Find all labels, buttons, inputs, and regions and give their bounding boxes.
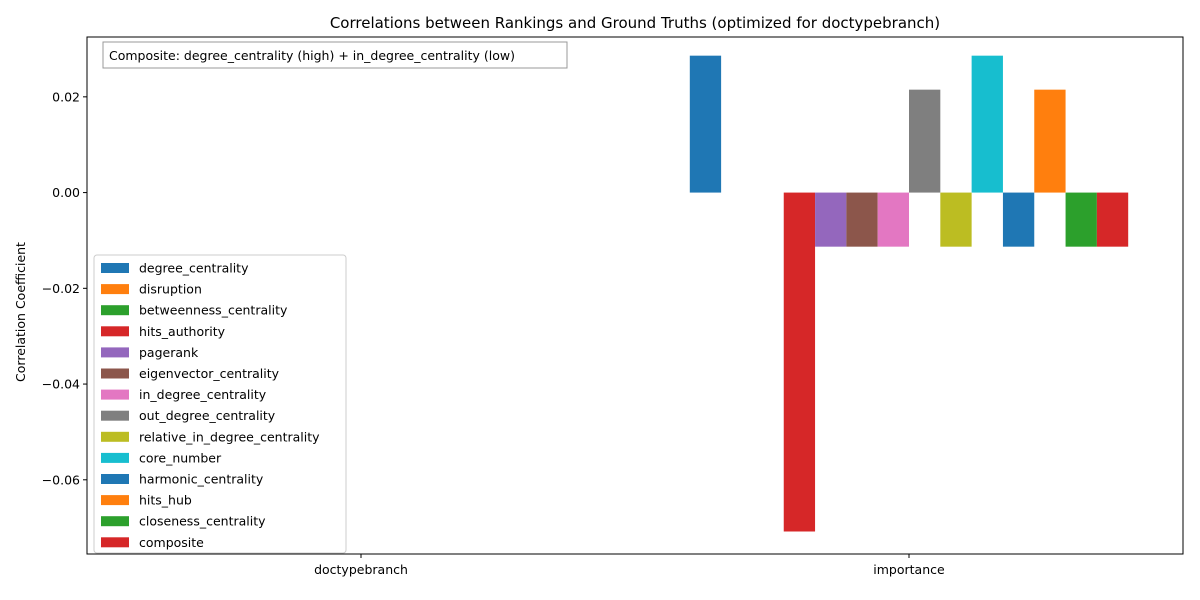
y-tick-label: −0.06 [42, 472, 80, 487]
legend-swatch-pagerank [101, 347, 129, 358]
y-axis-ticks: 0.02 0.00 −0.02 −0.04 −0.06 [42, 89, 87, 487]
legend-swatch-hits_hub [101, 495, 129, 506]
legend-swatch-hits_authority [101, 326, 129, 337]
legend-label-degree_centrality: degree_centrality [139, 261, 249, 276]
bar-in_degree_centrality-importance [877, 192, 909, 247]
annotation-text: Composite: degree_centrality (high) + in… [109, 48, 515, 63]
legend-frame [93, 254, 347, 554]
x-axis-ticks: doctypebranch importance [314, 554, 945, 577]
plot-frame [86, 36, 1184, 555]
legend-label-eigenvector_centrality: eigenvector_centrality [139, 366, 280, 381]
legend-swatch-eigenvector_centrality [101, 368, 129, 379]
bar-core_number-importance [971, 55, 1003, 193]
annotation-frame [102, 41, 568, 69]
x-tick-label: importance [873, 562, 945, 577]
bar-harmonic_centrality-importance [1002, 192, 1035, 247]
legend-swatch-harmonic_centrality [101, 474, 129, 484]
bar-out_degree_centrality-importance [909, 89, 941, 193]
legend-swatch-core_number [101, 452, 129, 463]
bar-closeness_centrality-importance [1065, 192, 1097, 247]
legend-label-hits_authority: hits_authority [139, 324, 226, 339]
bar-degree_centrality-importance [689, 55, 722, 193]
legend-label-pagerank: pagerank [139, 345, 199, 360]
legend-swatch-out_degree_centrality [101, 410, 129, 421]
y-tick-label: −0.02 [42, 281, 80, 296]
legend-label-disruption: disruption [139, 282, 202, 297]
bar-hits_authority-importance [783, 192, 816, 532]
legend-swatch-composite [101, 537, 129, 548]
legend-swatch-disruption [101, 284, 129, 295]
y-tick-label: 0.00 [52, 185, 80, 200]
legend-label-harmonic_centrality: harmonic_centrality [139, 472, 264, 487]
bar-relative_in_degree_centrality-importance [940, 192, 972, 247]
bar-pagerank-importance [815, 192, 847, 247]
y-tick-label: 0.02 [52, 89, 80, 104]
bar-composite-importance [1096, 192, 1129, 247]
legend-label-relative_in_degree_centrality: relative_in_degree_centrality [139, 429, 320, 444]
legend-label-in_degree_centrality: in_degree_centrality [139, 387, 267, 402]
legend-label-closeness_centrality: closeness_centrality [139, 514, 266, 529]
x-tick-label: doctypebranch [314, 562, 408, 577]
legend-swatch-relative_in_degree_centrality [101, 431, 129, 442]
legend-swatch-degree_centrality [101, 263, 129, 273]
legend: degree_centrality disruption betweenness_c… [93, 254, 347, 554]
legend-swatch-closeness_centrality [101, 516, 129, 527]
y-axis-label: Correlation Coefficient [13, 242, 28, 382]
legend-label-betweenness_centrality: betweenness_centrality [139, 303, 288, 318]
annotation-box: Composite: degree_centrality (high) + in… [102, 41, 568, 69]
bar-eigenvector_centrality-importance [846, 192, 878, 247]
legend-label-hits_hub: hits_hub [139, 493, 192, 508]
bars-group [689, 55, 1129, 532]
bar-hits_hub-importance [1034, 89, 1066, 193]
legend-label-core_number: core_number [139, 450, 222, 465]
legend-label-out_degree_centrality: out_degree_centrality [139, 408, 276, 423]
legend-swatch-betweenness_centrality [101, 305, 129, 316]
y-tick-label: −0.04 [42, 377, 80, 392]
legend-label-composite: composite [139, 535, 204, 550]
chart-title: Correlations between Rankings and Ground… [330, 14, 940, 32]
legend-swatch-in_degree_centrality [101, 389, 129, 400]
